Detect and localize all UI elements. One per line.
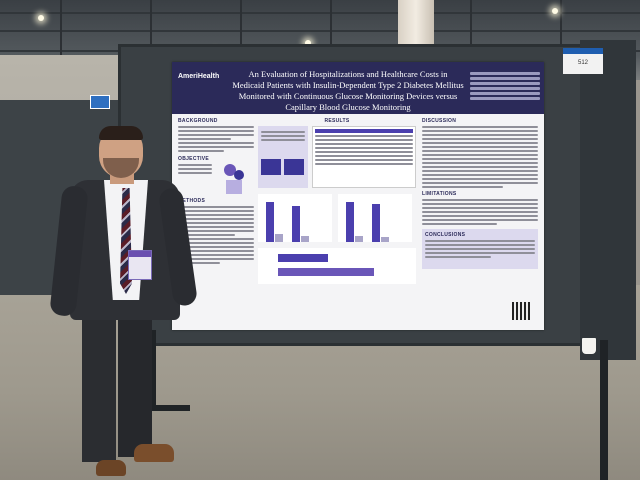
presenter bbox=[49, 122, 199, 480]
poster-logo: AmeriHealth bbox=[178, 72, 226, 102]
section-heading-results: RESULTS bbox=[324, 118, 350, 124]
left-shoe bbox=[96, 460, 126, 476]
paper-cup bbox=[582, 338, 596, 354]
beard bbox=[103, 158, 139, 178]
ceiling-light-icon bbox=[305, 40, 311, 46]
ceiling-truss bbox=[330, 0, 332, 80]
section-heading-background: BACKGROUND bbox=[178, 118, 218, 124]
results-flowchart bbox=[258, 126, 308, 188]
booth-sign-small bbox=[90, 95, 110, 109]
section-heading-conclusions: CONCLUSIONS bbox=[425, 232, 466, 238]
booth-number-sign: 512 bbox=[563, 48, 603, 74]
section-heading-limitations: LIMITATIONS bbox=[422, 191, 457, 197]
ceiling-truss bbox=[240, 0, 242, 80]
results-bar-chart-1 bbox=[258, 194, 332, 242]
section-heading-methods: METHODS bbox=[178, 198, 206, 204]
name-badge-icon bbox=[128, 250, 152, 280]
right-leg bbox=[118, 312, 152, 457]
section-heading-discussion: DISCUSSION bbox=[422, 118, 457, 124]
ceiling-light-icon bbox=[38, 15, 44, 21]
poster-logo-text: AmeriHealth bbox=[178, 73, 220, 80]
booth-number: 512 bbox=[577, 60, 588, 66]
results-table bbox=[312, 126, 416, 188]
hair bbox=[99, 126, 143, 140]
poster-right-column: DISCUSSION LIMITATIONS CONCLUSIONS bbox=[422, 118, 538, 326]
left-leg bbox=[82, 312, 116, 462]
poster-authors bbox=[470, 70, 540, 108]
qr-code-icon bbox=[512, 302, 530, 320]
poster-title: An Evaluation of Hospitalizations and He… bbox=[232, 69, 464, 112]
board-stand-leg bbox=[150, 330, 156, 410]
ceiling-beam bbox=[0, 30, 640, 32]
results-bar-chart-2 bbox=[338, 194, 412, 242]
right-shoe bbox=[134, 444, 174, 462]
section-heading-objective: OBJECTIVE bbox=[178, 156, 210, 162]
ceiling-truss bbox=[60, 0, 62, 80]
ceiling-truss bbox=[470, 0, 472, 80]
poster-results-column: RESULTS bbox=[258, 118, 416, 326]
board-stand-leg bbox=[600, 340, 608, 480]
conclusions-box: CONCLUSIONS bbox=[422, 229, 538, 269]
poster-board-side bbox=[580, 40, 636, 360]
research-poster: AmeriHealth An Evaluation of Hospitaliza… bbox=[172, 62, 544, 330]
ceiling-beam bbox=[0, 12, 640, 14]
poster-left-column: BACKGROUND OBJECTIVE METHODS bbox=[178, 118, 254, 326]
poster-header: AmeriHealth An Evaluation of Hospitaliza… bbox=[172, 62, 544, 114]
ceiling-truss bbox=[150, 0, 152, 80]
results-cost-chart bbox=[258, 248, 416, 284]
ceiling-truss bbox=[560, 0, 562, 80]
ceiling-light-icon bbox=[552, 8, 558, 14]
board-stand-foot bbox=[140, 405, 190, 411]
objective-graphic bbox=[178, 164, 254, 198]
